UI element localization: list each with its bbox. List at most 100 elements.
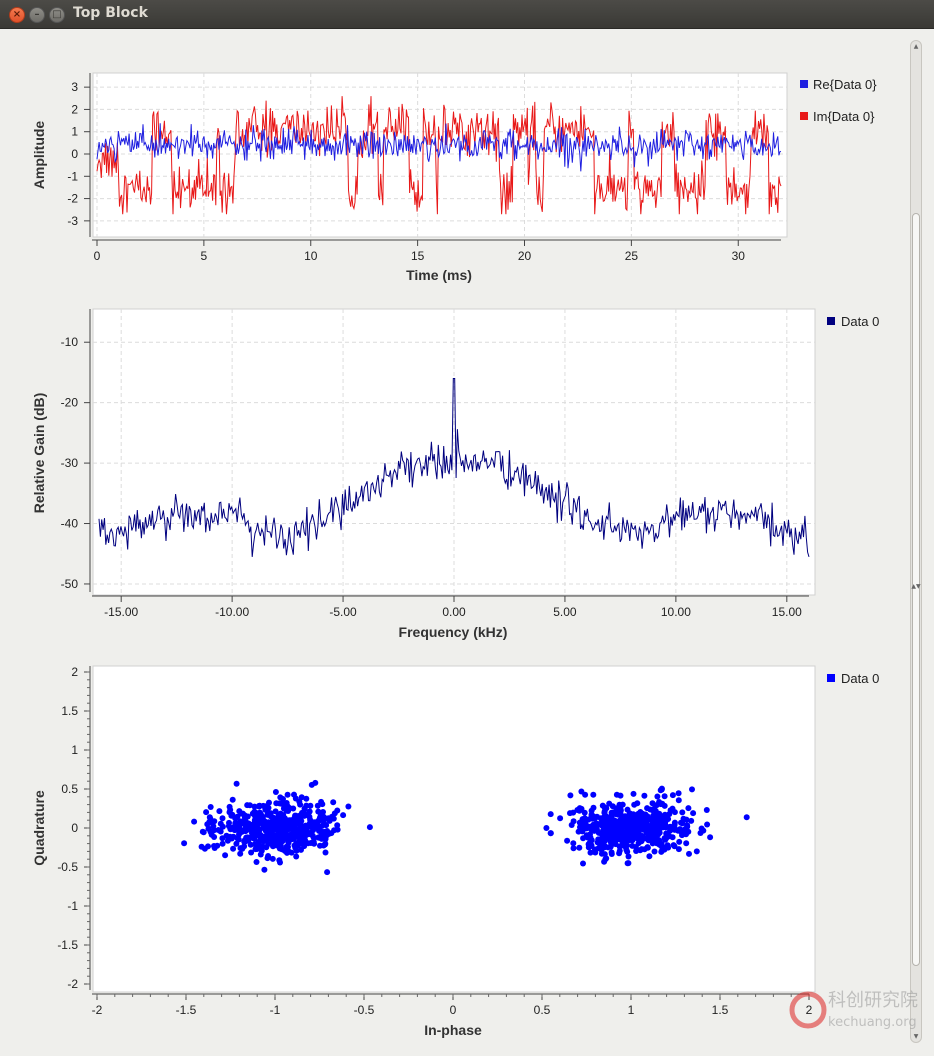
x-tick-label: 5.00 [553, 605, 577, 619]
constellation-point [606, 800, 613, 807]
y-tick-label: -1 [67, 169, 78, 183]
constellation-point [242, 822, 249, 829]
constellation-point [653, 838, 660, 845]
constellation-point [684, 822, 691, 829]
x-tick-label: -10.00 [215, 605, 249, 619]
constellation-point [318, 798, 325, 805]
series-line-re [96, 123, 782, 172]
constellation-point [583, 832, 590, 839]
constellation-point [269, 855, 276, 862]
constellation-point [204, 821, 211, 828]
constellation-point [679, 820, 686, 827]
constellation-point [292, 813, 299, 820]
x-tick-label: -0.5 [354, 1003, 375, 1017]
constellation-point [252, 810, 259, 817]
freq-plot-axes: -15.00 -10.00 -5.00 0.00 5.00 10.00 15.00 -10 -2… [61, 309, 809, 619]
constellation-point [704, 821, 711, 828]
constellation-point [675, 797, 682, 804]
constellation-point [652, 808, 659, 814]
constellation-point [310, 838, 317, 845]
constellation-point [315, 818, 321, 824]
constellation-point [707, 834, 714, 841]
constellation-point [599, 834, 606, 841]
constellation-point [671, 843, 678, 850]
constellation-point [331, 810, 338, 817]
constellation-point [310, 827, 316, 833]
y-tick-label: -20 [61, 396, 79, 410]
constellation-point [698, 825, 705, 832]
constellation-point [581, 809, 588, 816]
constellation-point [236, 824, 243, 831]
constellation-point [226, 803, 233, 810]
constellation-point [630, 790, 637, 797]
freq-plot-ylabel: Relative Gain (dB) [31, 393, 47, 514]
y-tick-label: -50 [61, 577, 79, 591]
time-plot-series [96, 96, 782, 215]
scrollbar-thumb[interactable] [912, 213, 920, 966]
constellation-point [366, 824, 373, 831]
constellation-point [233, 780, 240, 787]
constellation-point [693, 848, 700, 855]
y-tick-label: 1 [71, 743, 78, 757]
constellation-point [635, 827, 642, 834]
constellation-point [557, 815, 564, 822]
constellation-point [285, 824, 292, 831]
constellation-point [654, 793, 661, 800]
constellation-point [334, 822, 341, 829]
freq-plot-legend[interactable]: Data 0 [827, 314, 879, 329]
scroll-up-arrow-icon[interactable]: ▲ [913, 43, 919, 50]
constellation-point [621, 822, 628, 829]
constellation-point [638, 846, 645, 853]
constellation-point [266, 799, 272, 806]
constellation-point [219, 835, 226, 842]
constellation-point [683, 840, 690, 847]
constellation-point [301, 805, 308, 812]
window-maximize-button[interactable]: □ [49, 7, 65, 23]
constellation-point [611, 833, 618, 839]
window-minimize-button[interactable]: – [29, 7, 45, 23]
constellation-point [307, 822, 314, 829]
const-plot-canvas [92, 665, 816, 993]
legend-swatch-re [800, 80, 808, 88]
freq-plot[interactable]: -15.00 -10.00 -5.00 0.00 5.00 10.00 15.00 -10 -2… [31, 308, 879, 640]
freq-plot-series [98, 378, 810, 558]
time-plot-legend[interactable]: Re{Data 0} Im{Data 0} [800, 77, 877, 124]
const-plot[interactable]: -2 -1.5 -1 -0.5 0 0.5 1 1.5 2 2 1.5 1 0.5 0 -0.5 -1 -1.5… [31, 665, 879, 1038]
constellation-point [689, 786, 695, 793]
const-plot-legend[interactable]: Data 0 [827, 671, 879, 686]
constellation-point [246, 802, 253, 809]
constellation-point [315, 808, 322, 815]
y-tick-label: 1.5 [61, 704, 78, 718]
constellation-point [322, 836, 329, 842]
constellation-point [281, 834, 288, 841]
constellation-point [570, 809, 577, 816]
constellation-point [644, 844, 651, 851]
y-tick-label: -10 [61, 335, 79, 349]
constellation-point [570, 840, 577, 847]
constellation-point [191, 818, 198, 825]
constellation-point [616, 847, 623, 854]
constellation-point [621, 829, 628, 836]
y-tick-label: -0.5 [57, 860, 78, 874]
y-tick-label: -1 [67, 899, 78, 913]
scroll-down-arrow-icon[interactable]: ▼ [913, 1033, 919, 1040]
legend-swatch-im [800, 112, 808, 120]
watermark-logo: 科创研究院 kechuang.org [789, 990, 918, 1030]
vertical-scrollbar[interactable]: ▲ ▲▼ ▼ [910, 40, 922, 1043]
constellation-point [633, 848, 640, 854]
constellation-point [601, 804, 608, 811]
y-tick-label: -30 [61, 456, 79, 470]
y-tick-label: -2 [67, 192, 78, 206]
constellation-point [661, 802, 668, 809]
constellation-point [271, 825, 278, 832]
constellation-point [635, 812, 641, 818]
window-close-button[interactable]: × [9, 7, 25, 23]
constellation-point [630, 811, 637, 818]
x-tick-label: 15 [411, 249, 425, 263]
constellation-point [601, 842, 608, 849]
constellation-point [632, 818, 639, 825]
constellation-point [590, 791, 597, 798]
constellation-point [646, 853, 653, 860]
